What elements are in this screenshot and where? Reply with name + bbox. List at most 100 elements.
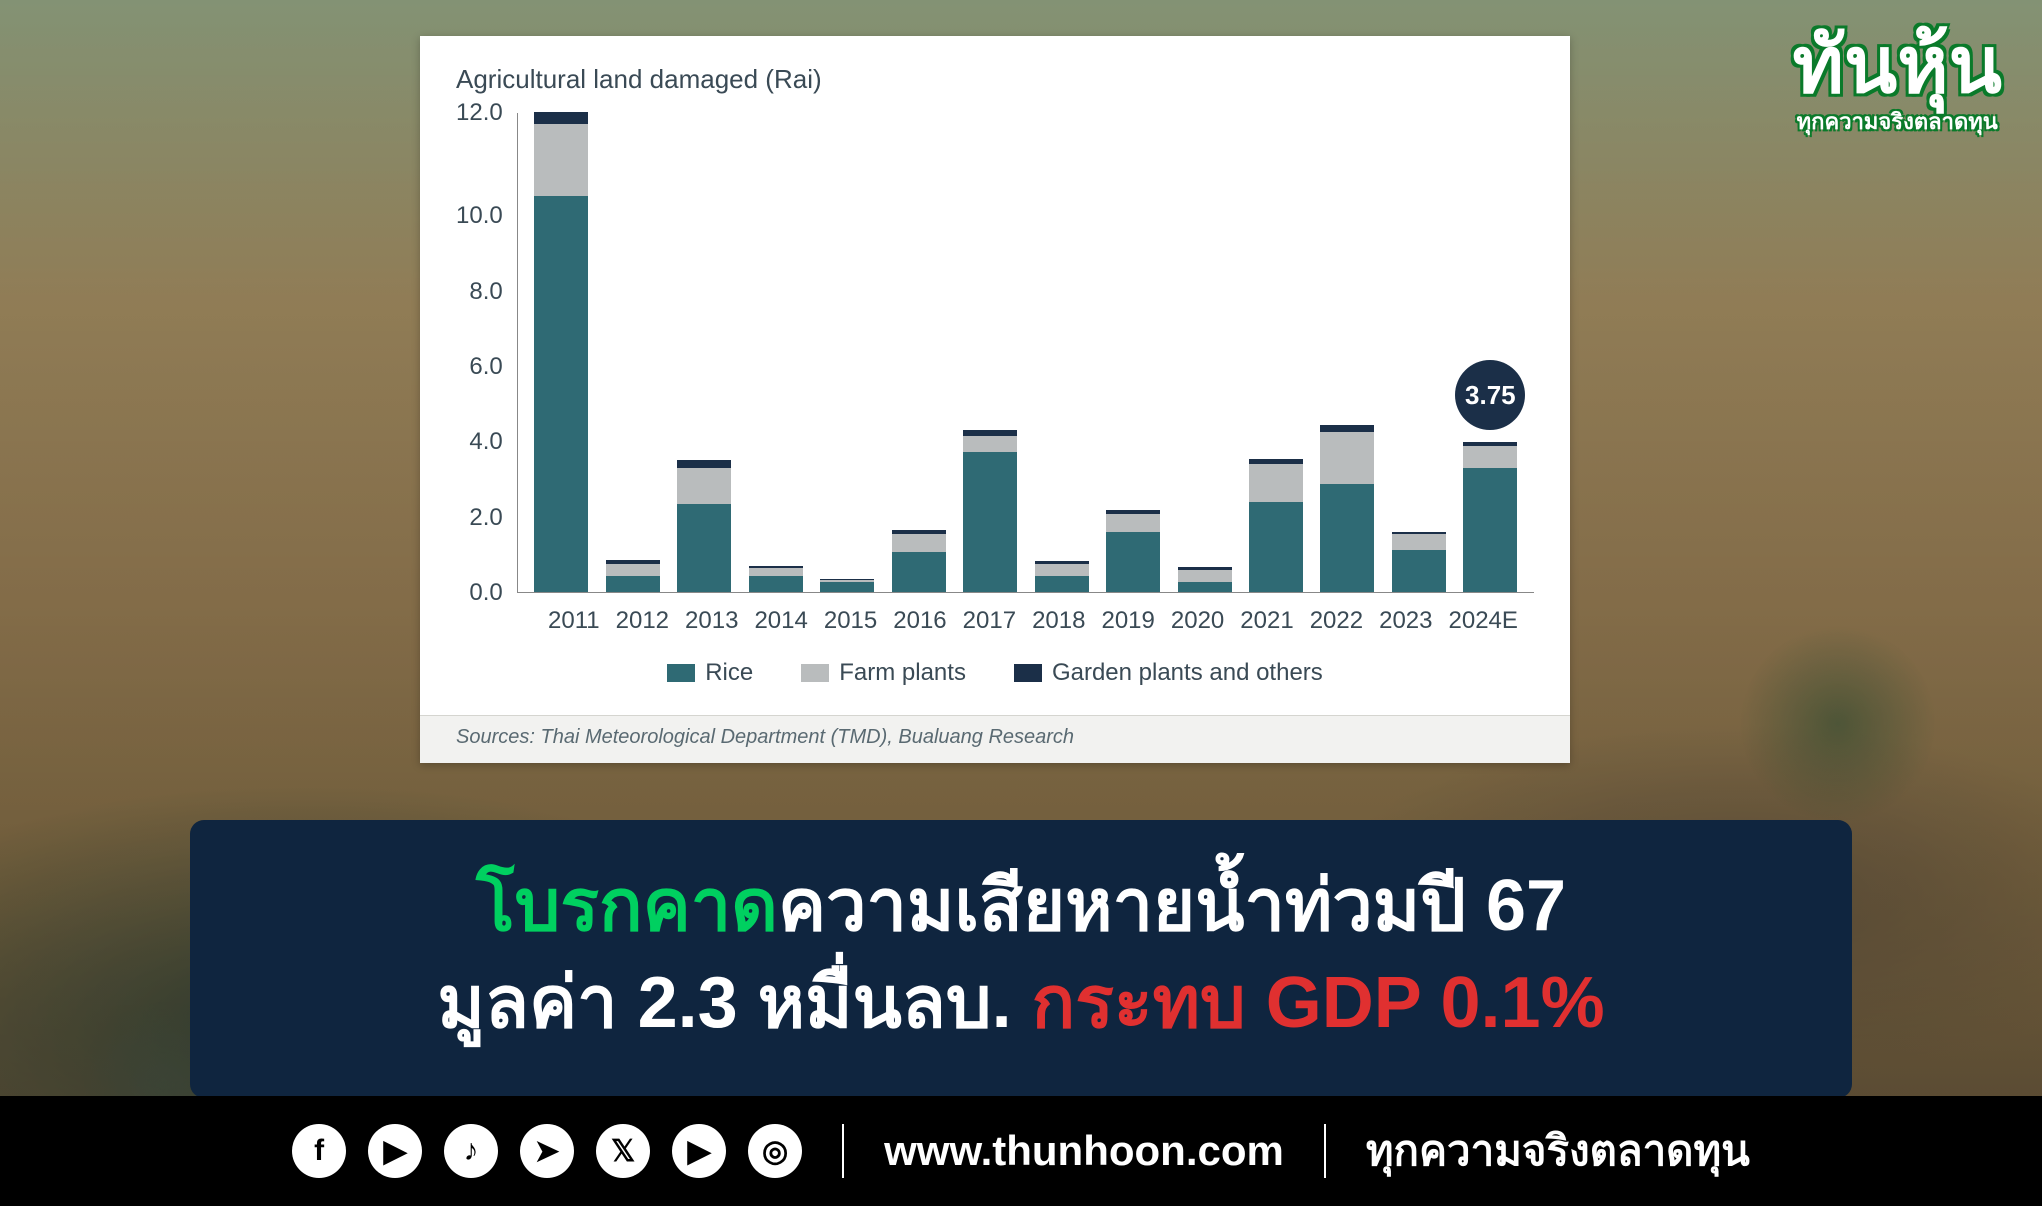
bar-segment: [963, 452, 1017, 592]
x-tick-label: 2017: [963, 607, 1016, 635]
bar-slot: [954, 113, 1025, 592]
legend-label: Rice: [705, 659, 753, 687]
bar-segment: [1178, 582, 1232, 592]
bar-segment: [1106, 532, 1160, 592]
y-tick-label: 10.0: [456, 202, 503, 230]
x-tick-label: 2020: [1171, 607, 1224, 635]
headline-line-1: โบรกคาดความเสียหายน้ำท่วมปี 67: [230, 858, 1812, 955]
x-tick-label: 2015: [824, 607, 877, 635]
bar: [892, 530, 946, 592]
callout-badge: 3.75: [1455, 360, 1525, 430]
legend-item: Farm plants: [801, 659, 966, 687]
bar-slot: [669, 113, 740, 592]
bar: [1249, 459, 1303, 592]
tiktok-icon[interactable]: ♪: [444, 1124, 498, 1178]
legend-item: Rice: [667, 659, 753, 687]
bar-segment: [677, 460, 731, 468]
chart-y-axis: 12.010.08.06.04.02.00.0: [456, 113, 517, 593]
bar-segment: [1249, 502, 1303, 592]
x-tick-label: 2024E: [1449, 607, 1518, 635]
bar-segment: [1178, 570, 1232, 582]
bottom-tagline: ทุกความจริงตลาดทุน: [1366, 1118, 1750, 1184]
bar-slot: [1312, 113, 1383, 592]
x-twitter-icon[interactable]: 𝕏: [596, 1124, 650, 1178]
bar-segment: [606, 564, 660, 576]
bar: [820, 579, 874, 592]
x-tick-label: 2011: [548, 607, 600, 635]
brand-logo: ทันหุ้น ทุกความจริงตลาดทุน: [1793, 30, 2002, 139]
x-tick-label: 2012: [616, 607, 669, 635]
bar: [1106, 510, 1160, 592]
bar: [1392, 532, 1446, 592]
social-icons: f ▶ ♪ ➤ 𝕏 ▶ ◎: [292, 1124, 802, 1178]
bar: [963, 430, 1017, 592]
website-url[interactable]: www.thunhoon.com: [884, 1127, 1284, 1175]
bar-segment: [534, 196, 588, 592]
bar: [1035, 561, 1089, 592]
chart-title: Agricultural land damaged (Rai): [456, 64, 1534, 95]
bar-segment: [1106, 514, 1160, 532]
instagram-icon[interactable]: ◎: [748, 1124, 802, 1178]
bar: [1320, 425, 1374, 592]
divider: [842, 1124, 844, 1178]
legend-label: Farm plants: [839, 659, 966, 687]
legend-swatch: [667, 664, 695, 682]
bar-slot: [1026, 113, 1097, 592]
bar: [1178, 567, 1232, 592]
bar-segment: [677, 504, 731, 592]
bar-segment: [1392, 550, 1446, 592]
headline-text-span: กระทบ GDP 0.1%: [1032, 963, 1605, 1043]
bar-segment: [820, 582, 874, 592]
x-tick-label: 2019: [1101, 607, 1154, 635]
legend-swatch: [1014, 664, 1042, 682]
bar-segment: [1320, 425, 1374, 432]
bar-slot: [883, 113, 954, 592]
bar-slot: [597, 113, 668, 592]
chart-plot: 3.75: [517, 113, 1534, 593]
divider: [1324, 1124, 1326, 1178]
brand-logo-sub: ทุกความจริงตลาดทุน: [1793, 104, 2002, 139]
chart-panel: Agricultural land damaged (Rai) 12.010.0…: [420, 36, 1570, 763]
bar: [606, 560, 660, 592]
bar-slot: [1169, 113, 1240, 592]
blockdit-icon[interactable]: ▶: [672, 1124, 726, 1178]
y-tick-label: 8.0: [469, 278, 502, 306]
x-tick-label: 2013: [685, 607, 738, 635]
legend-item: Garden plants and others: [1014, 659, 1323, 687]
y-tick-label: 0.0: [469, 579, 502, 607]
x-tick-label: 2016: [893, 607, 946, 635]
bar-slot: [1097, 113, 1168, 592]
chart-plot-area: 12.010.08.06.04.02.00.0 3.75: [456, 113, 1534, 593]
legend-swatch: [801, 664, 829, 682]
telegram-icon[interactable]: ➤: [520, 1124, 574, 1178]
x-tick-label: 2023: [1379, 607, 1432, 635]
bar-slot: 3.75: [1455, 113, 1526, 592]
bar-segment: [1463, 446, 1517, 468]
y-tick-label: 4.0: [469, 428, 502, 456]
bar-segment: [606, 576, 660, 592]
chart-x-axis: 2011 2012 2013 2014 2015 2016 2017 2018 2019 2020…: [532, 593, 1534, 635]
bottom-bar: f ▶ ♪ ➤ 𝕏 ▶ ◎ www.thunhoon.com ทุกความจริงตลาด…: [0, 1096, 2042, 1206]
x-tick-label: 2014: [754, 607, 807, 635]
bar: [677, 460, 731, 592]
facebook-icon[interactable]: f: [292, 1124, 346, 1178]
bar-segment: [1249, 464, 1303, 502]
bar-segment: [1320, 432, 1374, 484]
bar-slot: [1240, 113, 1311, 592]
youtube-icon[interactable]: ▶: [368, 1124, 422, 1178]
y-tick-label: 2.0: [469, 504, 502, 532]
bar-segment: [1463, 468, 1517, 592]
headline-line-2: มูลค่า 2.3 หมื่นลบ. กระทบ GDP 0.1%: [230, 955, 1812, 1052]
bar-slot: [526, 113, 597, 592]
legend-label: Garden plants and others: [1052, 659, 1323, 687]
y-tick-label: 6.0: [469, 353, 502, 381]
bar-slot: [1383, 113, 1454, 592]
x-tick-label: 2022: [1310, 607, 1363, 635]
x-tick-label: 2018: [1032, 607, 1085, 635]
bar-segment: [677, 468, 731, 504]
bar-segment: [892, 534, 946, 552]
bar-segment: [534, 124, 588, 196]
bar: [534, 112, 588, 592]
bar-segment: [749, 576, 803, 592]
chart-sources: Sources: Thai Meteorological Department …: [420, 715, 1570, 763]
